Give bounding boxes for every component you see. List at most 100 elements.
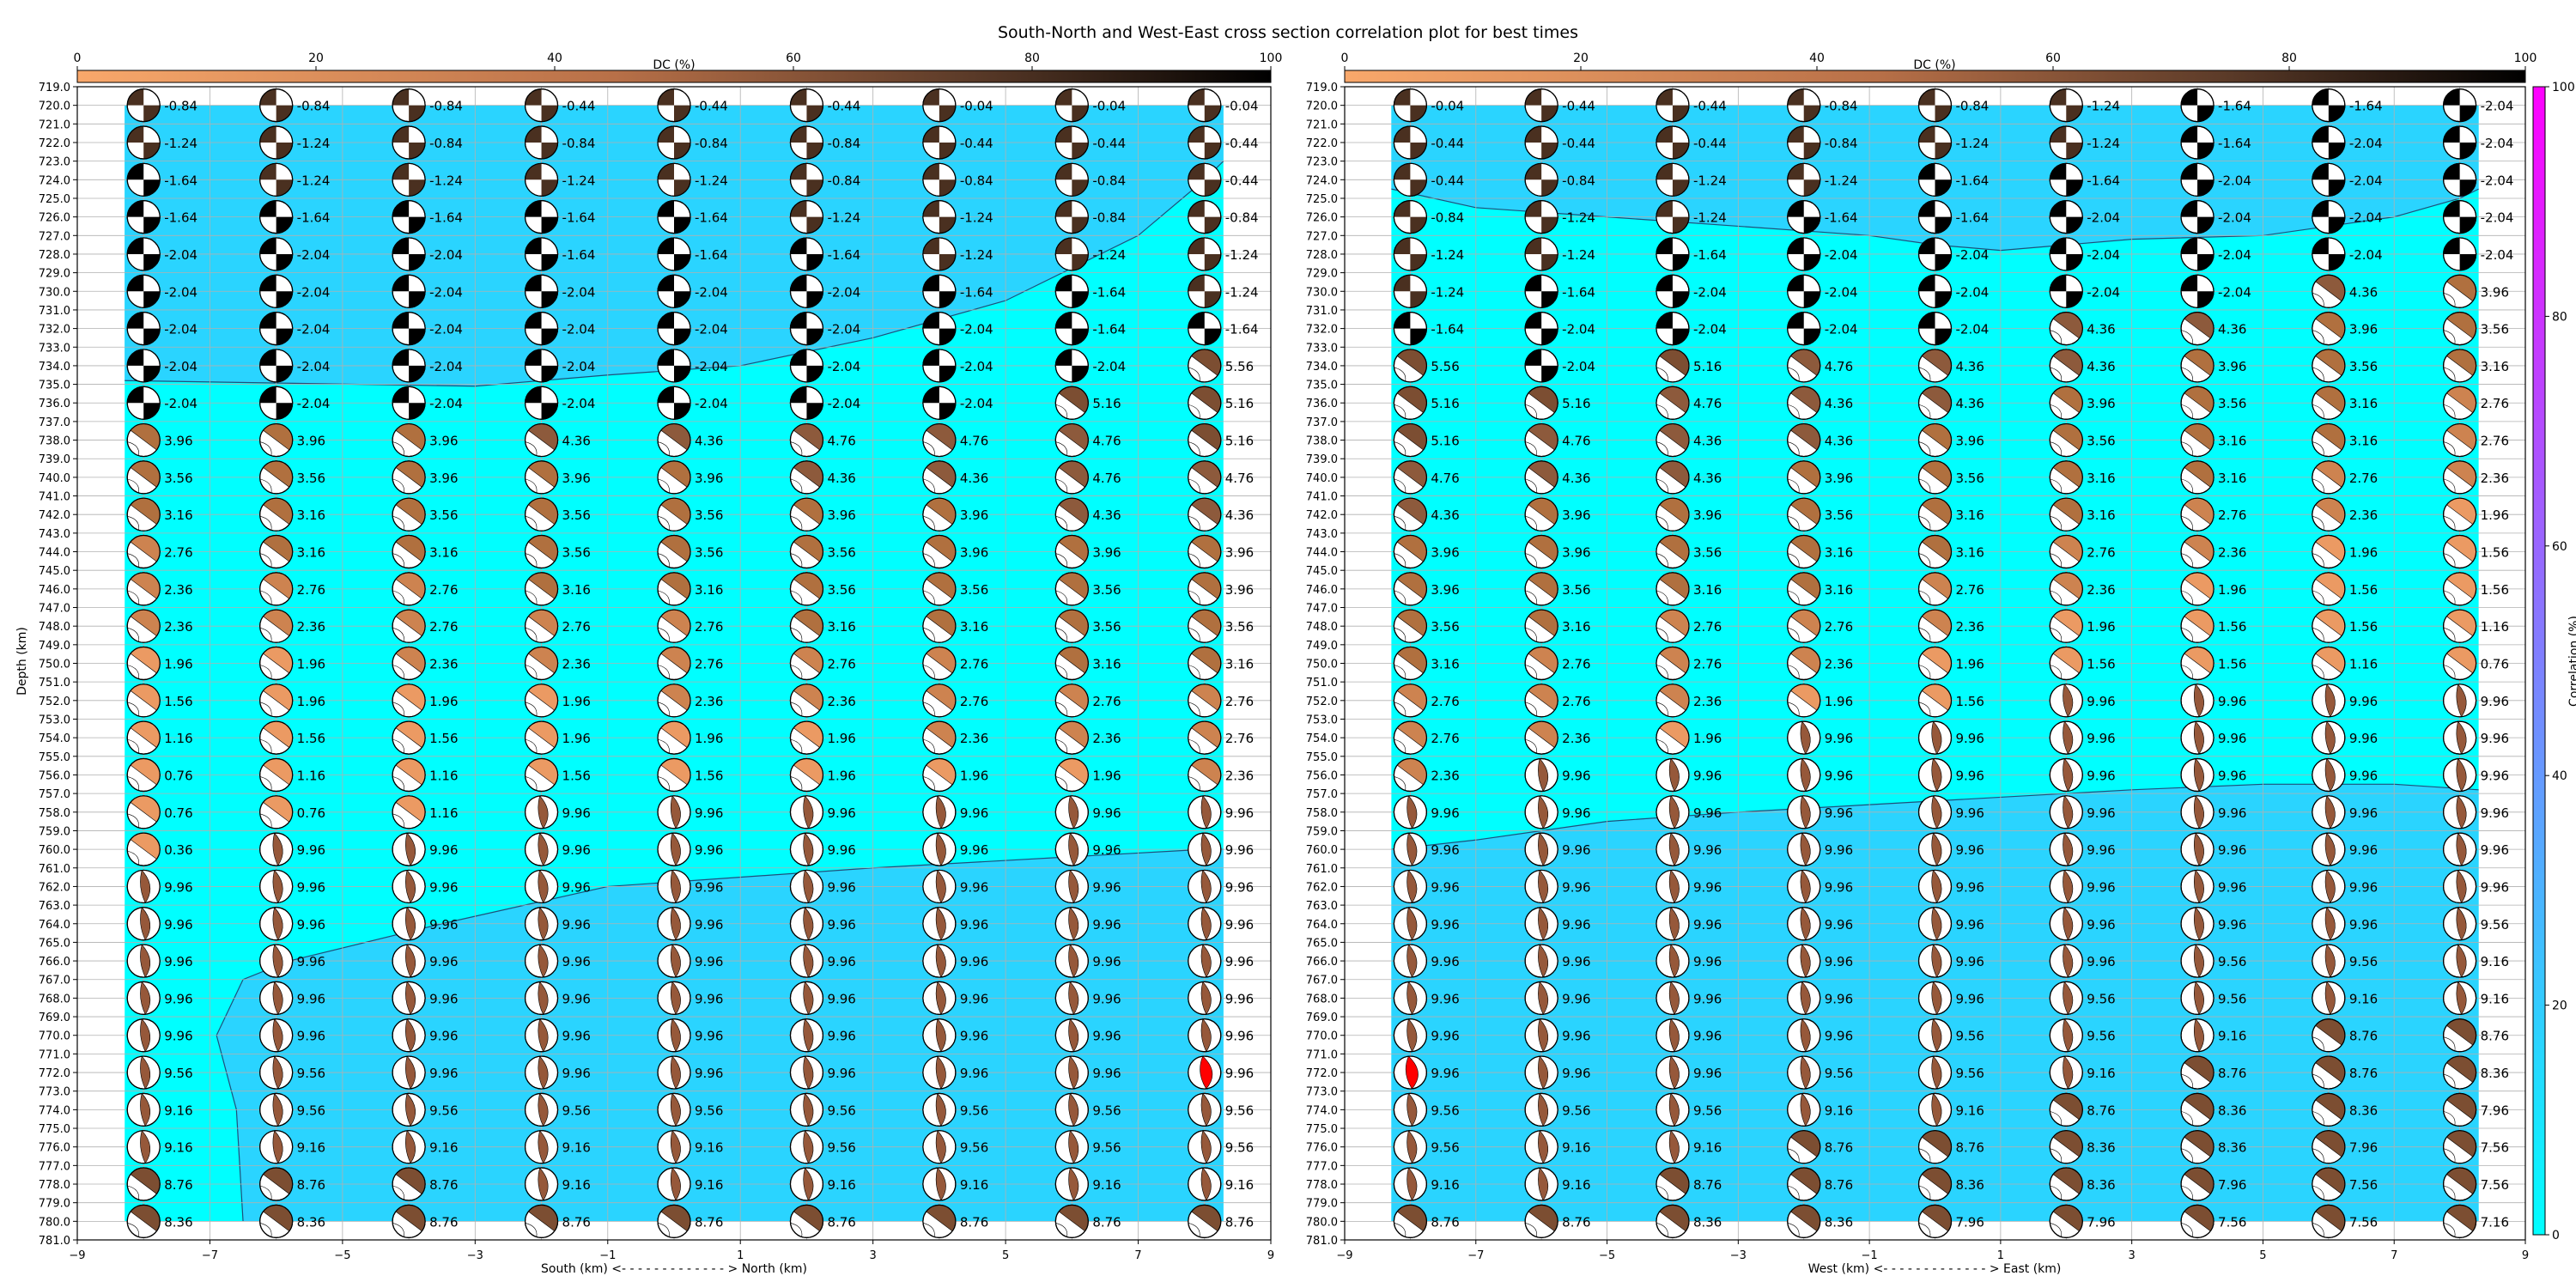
beachball-border [1656,534,1690,569]
beachball: 7.96 [2443,1092,2509,1127]
beachball-line [1918,1185,1931,1200]
time-label: 0.76 [2481,657,2509,672]
time-label: 9.96 [2349,805,2378,821]
beachball-quadrant [1525,163,1542,180]
beachball-quadrant [2066,105,2083,122]
beachball: 3.16 [922,609,988,643]
beachball: 9.96 [1524,981,1591,1016]
time-label: 4.76 [1431,471,1459,486]
beachball-border [1054,646,1089,681]
beachball: 3.56 [392,497,459,532]
x-tick-label: −3 [1730,1249,1747,1262]
beachball-border [2312,944,2346,978]
beachball: 3.16 [1188,646,1254,681]
beachball-border [789,609,824,643]
beachball-border [2049,88,2083,123]
beachball: 9.96 [1393,981,1460,1016]
beachball-border [259,609,294,643]
depth-tick-label: 774.0 [39,1104,70,1117]
depth-tick-label: 759.0 [1306,825,1338,838]
time-label: 9.96 [2481,731,2509,746]
beachball-quadrant [1204,105,1221,122]
beachball-line [922,590,935,605]
beachball-border [524,422,559,458]
beachball-line [1656,665,1668,679]
beachball-border [1917,683,1953,718]
beachball-quadrant [2050,125,2067,143]
time-label: 9.96 [429,842,458,858]
beachball-border [126,609,161,643]
beachball-quadrant [806,216,823,234]
depth-tick-label: 780.0 [39,1216,70,1229]
beachball-line [2443,367,2456,382]
beachball-quadrant [259,275,276,292]
beachball-border [1917,944,1953,978]
beachball-line [2312,627,2324,642]
x-ticks: −9 −7 −5 −3 −1 1 3 5 7 9 [69,1240,1274,1262]
beachball: 9.56 [1054,1130,1121,1164]
time-label: -2.04 [297,359,331,374]
beachball-border [392,907,426,941]
beachball: -0.44 [1188,162,1259,197]
depth-tick-label: 760.0 [39,844,70,857]
beachball-border [1787,386,1821,420]
beachball-quadrant [1410,105,1427,122]
beachball-quadrant [658,237,674,254]
beachball-line [392,702,404,716]
depth-tick-label: 749.0 [1306,640,1338,653]
beachball-border [2180,1167,2215,1201]
beachball-quadrant [1188,200,1205,217]
beachball-border [2049,534,2083,569]
time-label: 8.76 [1693,1177,1722,1193]
time-label: 4.76 [1092,434,1121,449]
beachball-border [657,646,691,681]
depth-tick-label: 721.0 [1306,118,1338,131]
time-label: 2.76 [2218,507,2246,523]
time-label: 9.96 [429,1066,458,1081]
beachball-quadrant [276,328,293,345]
beachball: 9.96 [657,1055,723,1090]
beachball-quadrant [1672,105,1689,122]
beachball-border [392,683,426,718]
beachball-border [1188,609,1222,643]
beachball: 9.56 [1917,1018,1984,1053]
beachball: -0.84 [1054,162,1126,197]
beachball-border [1787,1055,1821,1090]
time-label: 3.56 [695,545,723,561]
time-label: 4.36 [1431,507,1459,523]
dc-colorbar-left: DC (%) 0 20 40 60 80 100 [74,52,1282,83]
beachball-line [1394,441,1406,456]
x-tick-label: 9 [1267,1249,1274,1262]
time-label: 9.96 [827,991,855,1006]
beachball-quadrant [259,349,276,366]
time-label: 3.16 [2349,396,2378,411]
beachball: 3.96 [2443,274,2509,308]
time-label: 3.96 [2218,359,2246,374]
beachball-quadrant [790,88,807,106]
beachball-border [392,349,426,383]
beachball-quadrant [939,216,956,234]
beachballs: -0.04 -0.44 -0.44 -0.84 -0.84 -1.24 -1.64 -1.64… [1393,88,2514,1238]
beachball-quadrant [1541,105,1558,122]
beachball-border [1917,572,1953,606]
beachball-border [1787,349,1821,383]
beachball-quadrant [1188,312,1205,329]
beachball: 9.96 [789,981,856,1016]
time-label: 3.56 [562,507,591,523]
depth-tick-label: 729.0 [39,268,70,281]
time-label: 1.56 [2218,619,2246,635]
time-label: -0.84 [429,136,463,151]
beachball-border [2180,460,2215,495]
beachball-border [1054,162,1089,197]
beachball-border [922,1018,957,1053]
time-label: 9.56 [1092,1140,1121,1156]
depth-tick-label: 773.0 [39,1086,70,1099]
beachball: 9.96 [259,907,325,941]
beachball-border [922,646,957,681]
beachball-border [789,125,824,160]
time-label: -2.04 [2481,247,2514,263]
beachball-quadrant [1935,253,1952,270]
beachball-quadrant [1656,237,1673,254]
beachball-line [1656,404,1668,419]
time-label: 2.76 [1562,694,1590,709]
